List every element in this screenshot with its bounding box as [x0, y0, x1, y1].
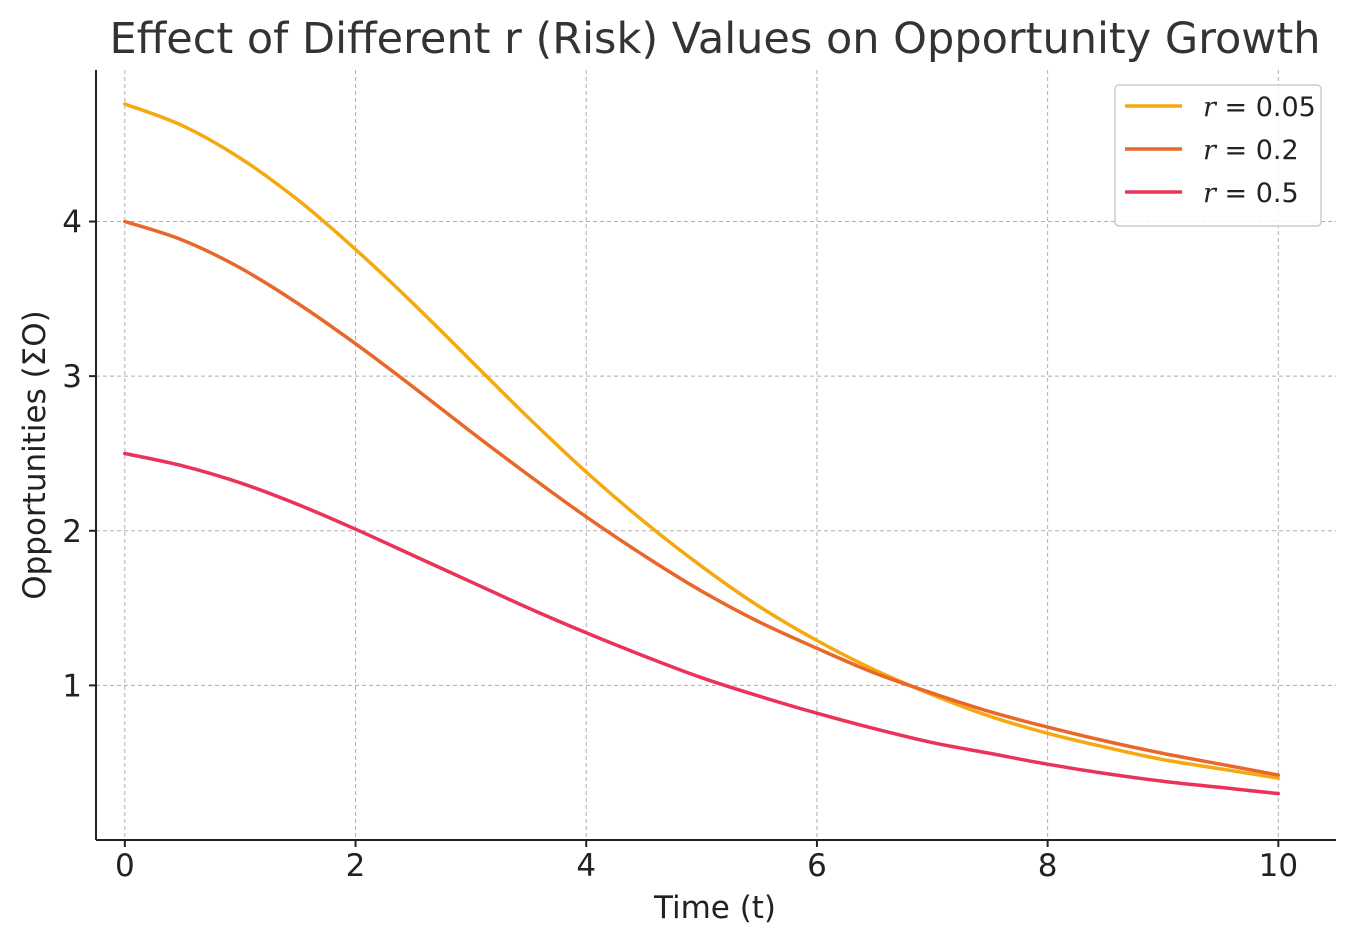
series-line-3 — [123, 451, 1281, 796]
series-line-1 — [123, 102, 1281, 780]
x-tick-label: 10 — [1259, 848, 1298, 884]
x-tick-label: 2 — [346, 848, 366, 884]
chart-title: Effect of Different r (Risk) Values on O… — [109, 14, 1320, 64]
x-tick-label: 6 — [807, 848, 827, 884]
y-tick-label: 2 — [62, 514, 82, 550]
legend: r = 0.05 r = 0.2 r = 0.5 — [1114, 84, 1322, 227]
legend-label: r = 0.2 — [1203, 135, 1299, 166]
y-axis-label: Opportunities (ΣO) — [17, 310, 53, 600]
y-tick-label: 1 — [62, 668, 82, 704]
y-tick-label: 3 — [62, 359, 82, 395]
series-line-2 — [123, 219, 1281, 777]
axes — [95, 70, 1336, 841]
grid-lines — [96, 70, 1336, 840]
x-tick-label: 4 — [576, 848, 596, 884]
legend-label: r = 0.5 — [1203, 178, 1299, 209]
x-tick-label: 0 — [115, 848, 135, 884]
series-lines — [123, 102, 1281, 796]
x-tick-label: 8 — [1038, 848, 1058, 884]
x-axis-label: Time (t) — [653, 890, 776, 926]
legend-label: r = 0.05 — [1203, 92, 1316, 123]
y-tick-label: 4 — [62, 205, 82, 241]
